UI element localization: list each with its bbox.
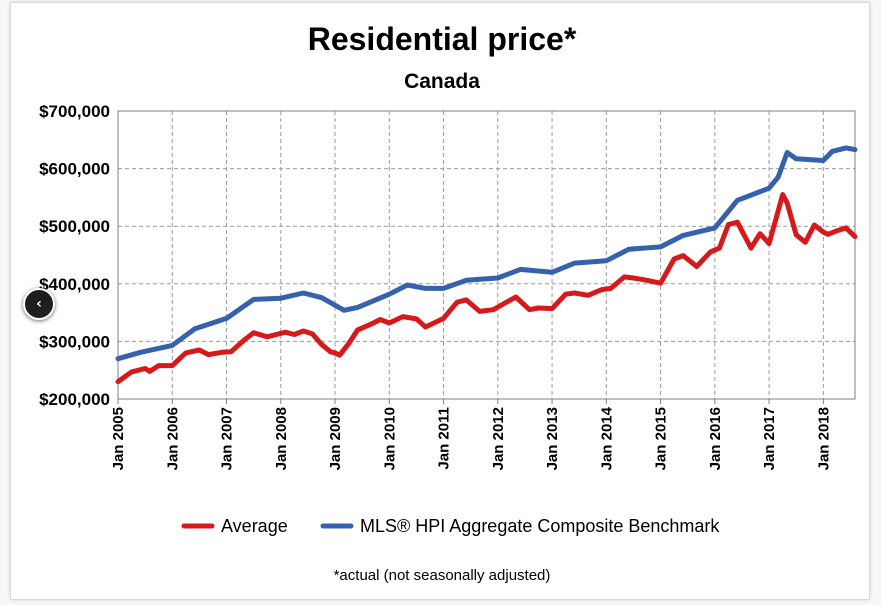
chart-frame (10, 2, 870, 600)
x-tick-label: Jan 2010 (381, 407, 398, 470)
x-tick-label: Jan 2016 (707, 407, 724, 470)
y-axis: $200,000 $300,000 $400,000 $500,000 $600,000… (39, 102, 110, 409)
x-tick-label: Jan 2007 (219, 407, 236, 470)
x-tick-label: Jan 2018 (815, 407, 832, 470)
legend: Average MLS® HPI Aggregate Composite Benc… (181, 516, 720, 536)
y-tick-label: $500,000 (39, 217, 110, 236)
x-tick-label: Jan 2014 (598, 406, 615, 470)
plot-area-border (117, 110, 856, 400)
grid (117, 110, 856, 400)
x-tick-label: Jan 2008 (273, 407, 290, 470)
series-line-average (115, 192, 858, 385)
x-tick-label: Jan 2011 (436, 407, 453, 470)
y-tick-label: $200,000 (39, 390, 110, 409)
legend-label: MLS® HPI Aggregate Composite Benchmark (360, 516, 720, 536)
legend-label: Average (221, 516, 288, 536)
previous-slide-button[interactable]: ‹ (23, 288, 55, 320)
x-tick-label: Jan 2006 (164, 407, 181, 470)
series-lines (115, 145, 858, 385)
x-tick-label: Jan 2015 (653, 407, 670, 470)
y-tick-label: $300,000 (39, 332, 110, 351)
chevron-left-icon: ‹ (36, 296, 42, 312)
x-tick-label: Jan 2005 (110, 407, 127, 470)
x-tick-label: Jan 2013 (544, 407, 561, 470)
chart-subtitle: Canada (404, 70, 480, 93)
x-tick-label: Jan 2009 (327, 407, 344, 470)
y-tick-label: $600,000 (39, 160, 110, 179)
chart-footnote: *actual (not seasonally adjusted) (334, 567, 551, 584)
x-axis: Jan 2005 Jan 2006 Jan 2007 Jan 2008 Jan 2009… (110, 399, 832, 470)
series-line-mls-hpi-aggregate-composite-benchmark (115, 145, 858, 362)
x-tick-label: Jan 2017 (761, 407, 778, 470)
y-tick-label: $400,000 (39, 275, 110, 294)
x-tick-label: Jan 2012 (490, 407, 507, 470)
y-tick-label: $700,000 (39, 102, 110, 121)
chart-title: Residential price* (308, 21, 577, 57)
